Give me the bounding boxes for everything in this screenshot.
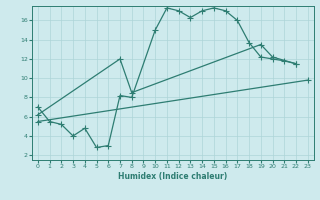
X-axis label: Humidex (Indice chaleur): Humidex (Indice chaleur)	[118, 172, 228, 181]
